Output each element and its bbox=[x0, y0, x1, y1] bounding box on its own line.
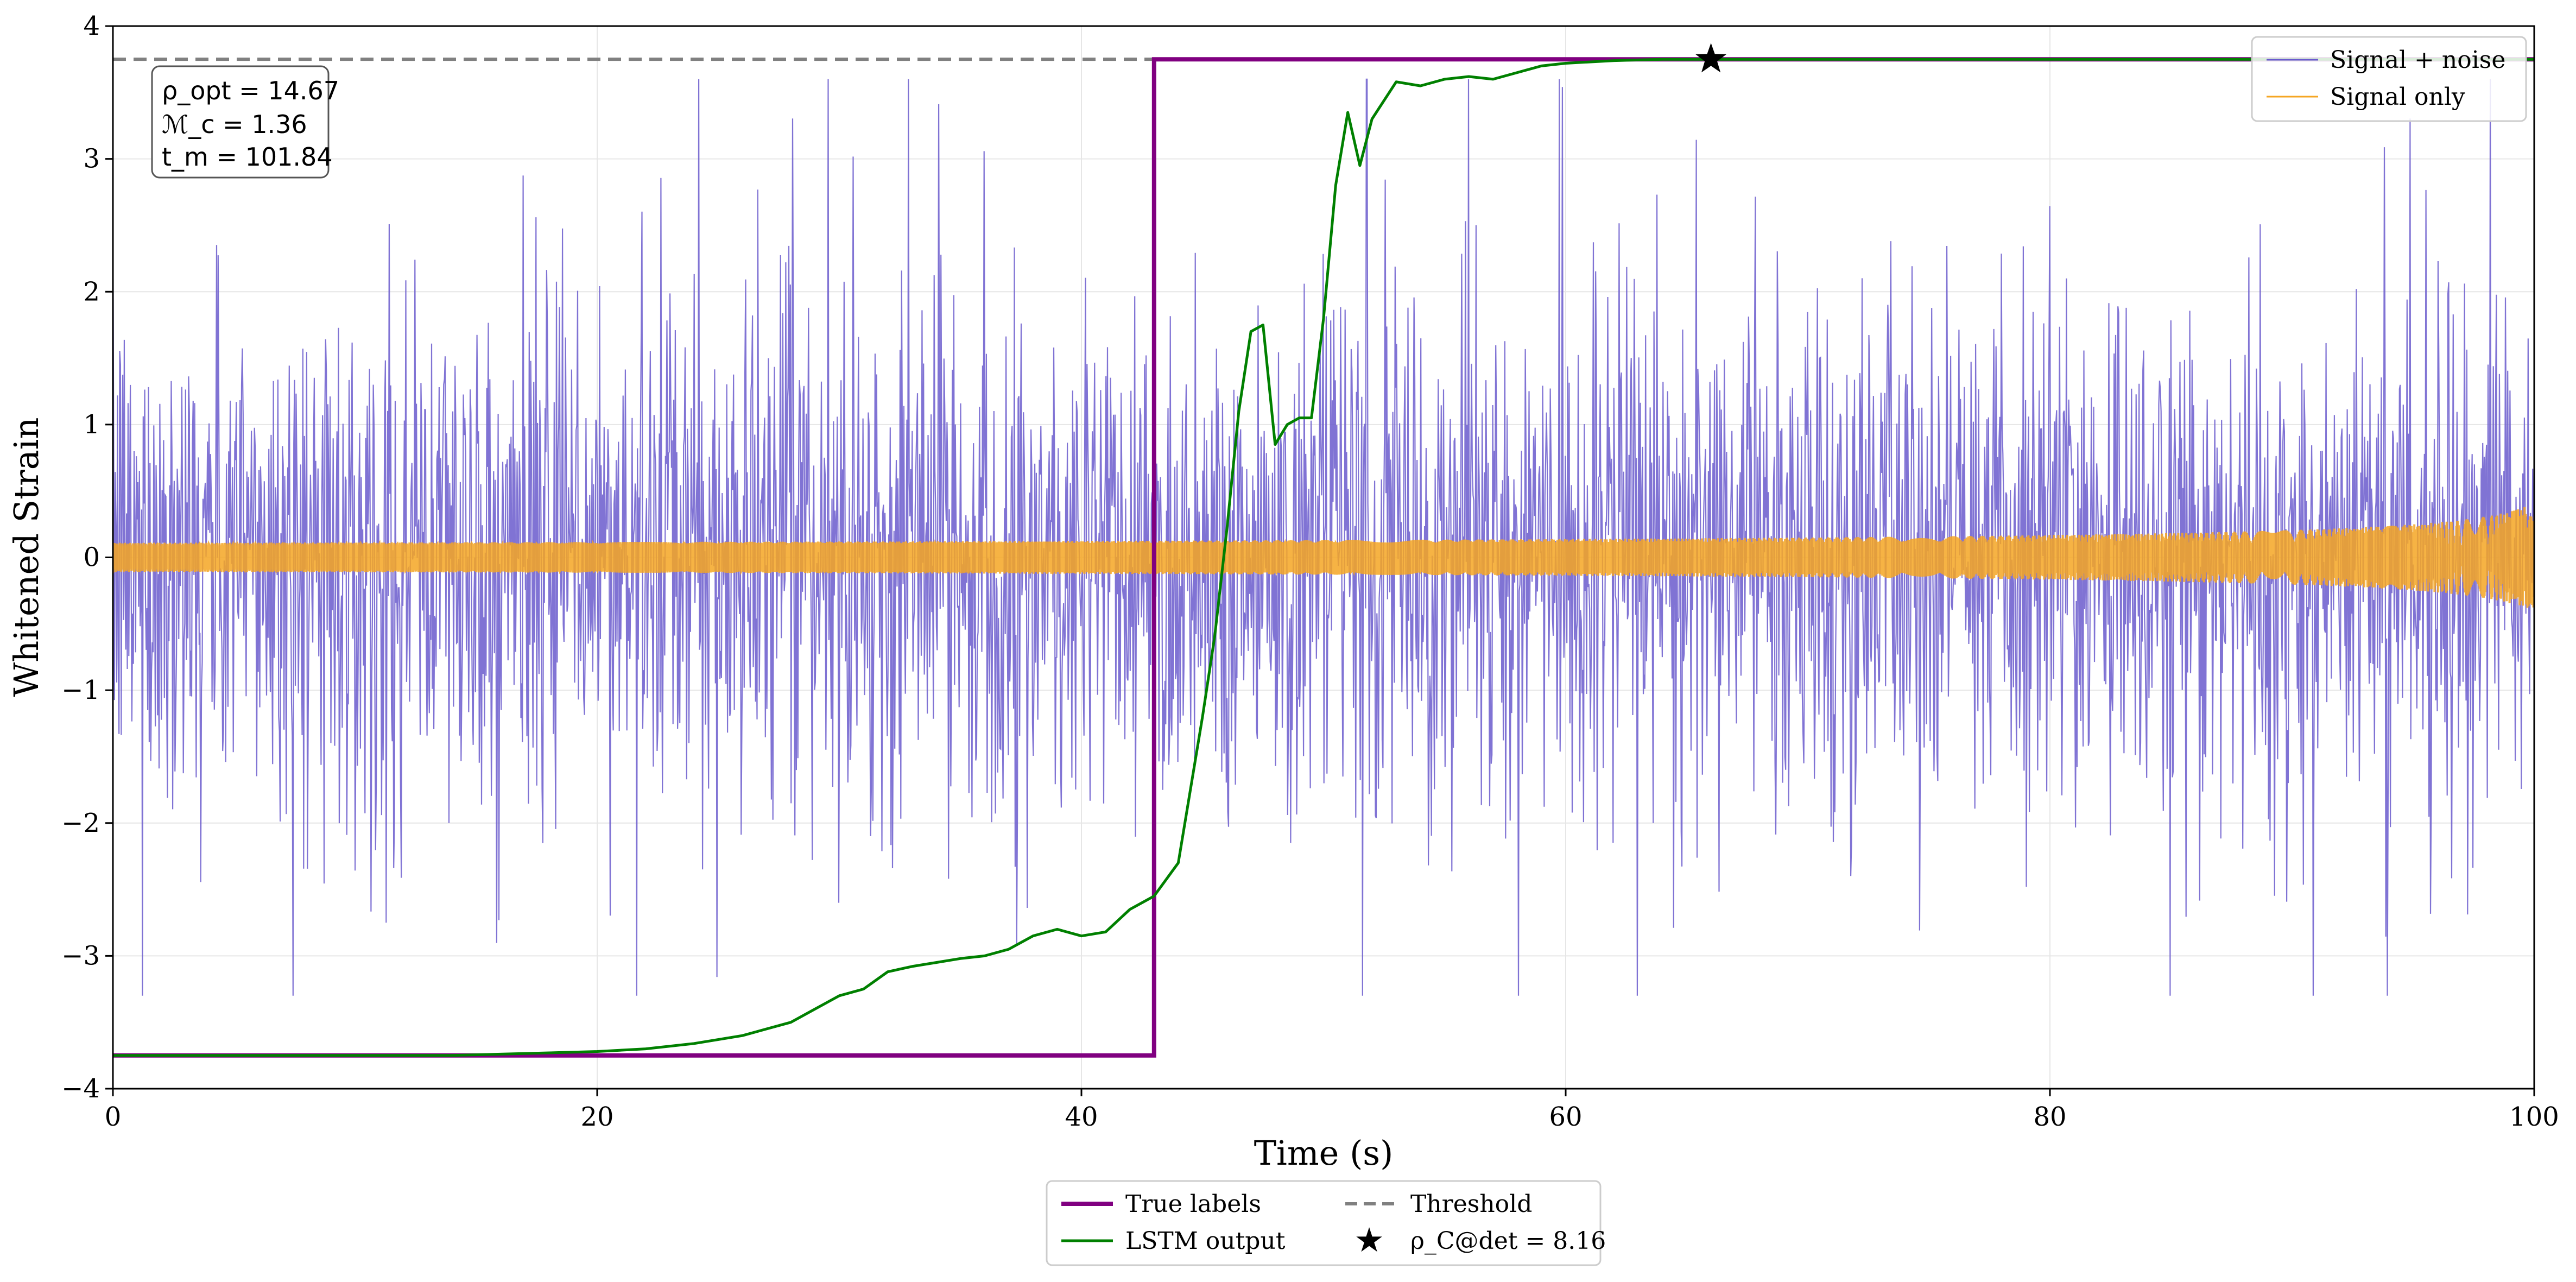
legend-bottom: True labels LSTM output Threshold ★ ρ_C@… bbox=[1046, 1180, 1606, 1266]
x-tick-label: 0 bbox=[105, 1102, 122, 1132]
y-axis-label: Whitened Strain bbox=[7, 418, 46, 697]
y-tick-label: −1 bbox=[61, 675, 100, 705]
x-tick-label: 100 bbox=[2509, 1102, 2559, 1132]
series-signal-only bbox=[113, 507, 2534, 608]
legend-label-true-labels: True labels bbox=[1125, 1190, 1261, 1218]
y-axis: −4 −3 −2 −1 0 1 2 3 4 bbox=[61, 11, 113, 1104]
y-tick-label: 2 bbox=[83, 276, 100, 307]
y-tick-label: 3 bbox=[83, 144, 100, 174]
annotation-merger-time: t_m = 101.84 bbox=[162, 142, 333, 172]
y-tick-label: −2 bbox=[61, 808, 100, 838]
legend-label-lstm-output: LSTM output bbox=[1125, 1227, 1286, 1255]
x-tick-label: 60 bbox=[1549, 1102, 1582, 1132]
legend-upper-right: Signal + noise Signal only bbox=[2251, 36, 2527, 122]
legend-label-detection: ρ_C@det = 8.16 bbox=[1410, 1227, 1606, 1255]
annotation-chirp-mass: ℳ_c = 1.36 bbox=[162, 110, 307, 139]
detection-star-marker bbox=[1695, 43, 1727, 73]
y-tick-label: −3 bbox=[61, 940, 100, 971]
x-tick-label: 80 bbox=[2033, 1102, 2066, 1132]
x-axis: 0 20 40 60 80 100 bbox=[105, 1089, 2559, 1132]
series-detection-star bbox=[1695, 43, 1727, 73]
legend-swatch-star-icon: ★ bbox=[1354, 1220, 1384, 1260]
legend-label-threshold: Threshold bbox=[1410, 1190, 1532, 1218]
x-axis-label: Time (s) bbox=[1254, 1133, 1394, 1173]
y-tick-label: 4 bbox=[83, 11, 100, 41]
series-lstm-output bbox=[113, 58, 2534, 1057]
y-tick-label: 0 bbox=[83, 542, 100, 573]
legend-label-signal-noise: Signal + noise bbox=[2330, 46, 2505, 74]
x-tick-label: 40 bbox=[1065, 1102, 1098, 1132]
annotation-box: ρ_opt = 14.67 ℳ_c = 1.36 t_m = 101.84 bbox=[151, 65, 339, 179]
lstm-output-line bbox=[113, 58, 2534, 1057]
legend-label-signal-only: Signal only bbox=[2330, 83, 2465, 111]
signal-only-line bbox=[113, 507, 2534, 608]
y-tick-label: −4 bbox=[61, 1073, 100, 1104]
annotation-rho-opt: ρ_opt = 14.67 bbox=[162, 76, 339, 105]
x-tick-label: 20 bbox=[580, 1102, 613, 1132]
y-tick-label: 1 bbox=[83, 409, 100, 440]
